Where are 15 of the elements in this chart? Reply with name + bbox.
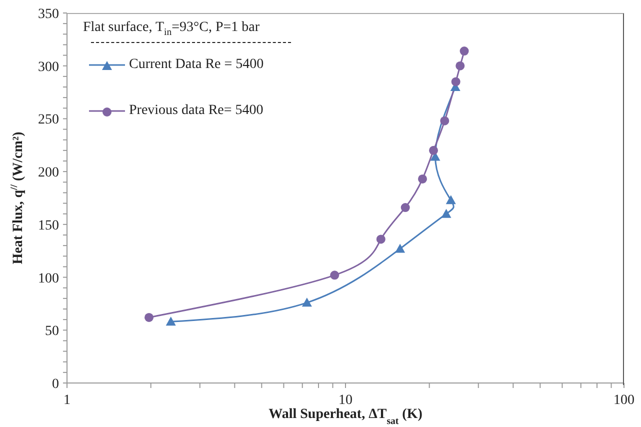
legend-label: Previous data Re= 5400	[129, 102, 264, 119]
y-tick-label: 300	[38, 60, 59, 75]
x-axis-title: Wall Superheat, ΔT$_{sat}$ (K)	[268, 407, 423, 426]
y-tick-label: 50	[45, 324, 59, 340]
y-tick-label: 0	[52, 377, 59, 392]
legend-title: Flat surface, T$_{in}$=93°C, P=1 bar	[83, 20, 260, 38]
x-tick-label: 100	[614, 393, 634, 408]
y-tick-label: 150	[38, 218, 59, 234]
y-tick-label: 350	[38, 7, 59, 22]
y-tick-label: 250	[38, 112, 59, 128]
y-tick-label: 200	[38, 166, 59, 181]
legend-label: Current Data Re = 5400	[129, 56, 264, 73]
x-tick-label: 10	[338, 393, 352, 408]
x-tick-label: 1	[64, 393, 70, 408]
y-tick-label: 100	[38, 271, 59, 286]
